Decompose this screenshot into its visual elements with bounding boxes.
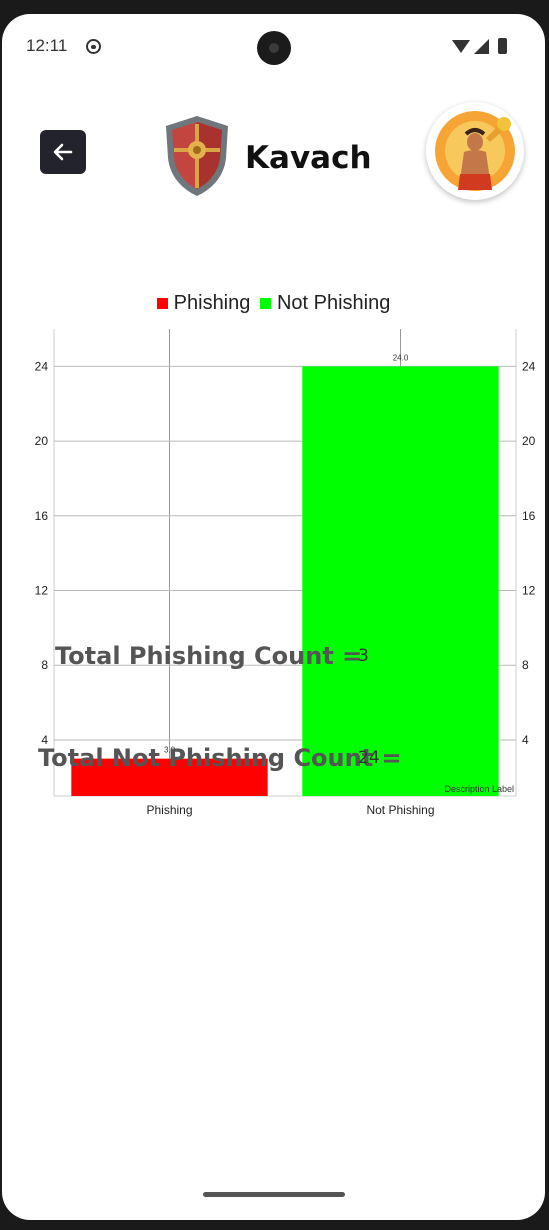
- bar-value-label: 24.0: [393, 353, 409, 362]
- phishing-count-value: 3: [358, 646, 369, 666]
- legend-swatch-not-phishing: [259, 298, 271, 309]
- shield-icon: [166, 116, 228, 196]
- status-bar: 12:11: [2, 14, 545, 78]
- y-tick-label-left: 20: [35, 434, 49, 448]
- bar-phishing: [71, 758, 268, 796]
- battery-icon: [498, 38, 507, 54]
- y-tick-label-right: 12: [522, 584, 536, 598]
- y-tick-label-left: 24: [35, 359, 49, 373]
- legend-swatch-phishing: [156, 298, 168, 309]
- y-tick-label-right: 8: [522, 658, 529, 672]
- bar-not-phishing: [302, 366, 499, 796]
- notification-icon: [86, 39, 101, 54]
- avatar[interactable]: [426, 102, 524, 200]
- status-time: 12:11: [26, 36, 68, 55]
- back-button[interactable]: [40, 130, 86, 174]
- legend-label-not-phishing: Not Phishing: [276, 292, 391, 314]
- legend-label-phishing: Phishing: [173, 292, 251, 314]
- app-title: Kavach: [245, 140, 372, 176]
- x-tick-label: Not Phishing: [366, 803, 434, 817]
- y-tick-label-right: 20: [522, 434, 536, 448]
- bar-value-label: 3.0: [164, 746, 176, 755]
- y-tick-label-right: 4: [522, 733, 529, 747]
- chart-description-label: Description Label: [444, 784, 514, 794]
- bar-chart: Phishing Not Phishing 4 4 8 8 12 12 16 16 20 20 24…: [2, 284, 545, 824]
- legend-item-phishing: Phishing: [156, 292, 251, 315]
- y-tick-label-left: 4: [41, 733, 48, 747]
- y-tick-label-left: 12: [35, 584, 49, 598]
- wifi-icon: [452, 40, 470, 53]
- arrow-left-icon: [53, 143, 73, 161]
- x-tick-label: Phishing: [146, 803, 192, 817]
- avatar-image: [435, 111, 515, 191]
- phishing-count-label: Total Phishing Count =: [55, 642, 363, 670]
- phone-screen: 12:11 Kavach: [2, 14, 545, 1220]
- camera-icon: [257, 31, 291, 65]
- chart-legend: Phishing Not Phishing: [2, 292, 545, 315]
- chart-plot: 4 4 8 8 12 12 16 16 20 20 24 24 3.0 Phishing 24.0 Not P…: [35, 329, 536, 817]
- y-tick-label-left: 8: [41, 658, 48, 672]
- not-phishing-count-label: Total Not Phishing Count =: [38, 744, 402, 772]
- signal-icon: [474, 39, 489, 54]
- not-phishing-count-value: 24: [358, 748, 380, 768]
- y-tick-label-right: 16: [522, 509, 536, 523]
- y-tick-label-right: 24: [522, 359, 536, 373]
- y-tick-label-left: 16: [35, 509, 49, 523]
- home-indicator[interactable]: [203, 1192, 345, 1197]
- legend-item-not-phishing: Not Phishing: [259, 292, 391, 315]
